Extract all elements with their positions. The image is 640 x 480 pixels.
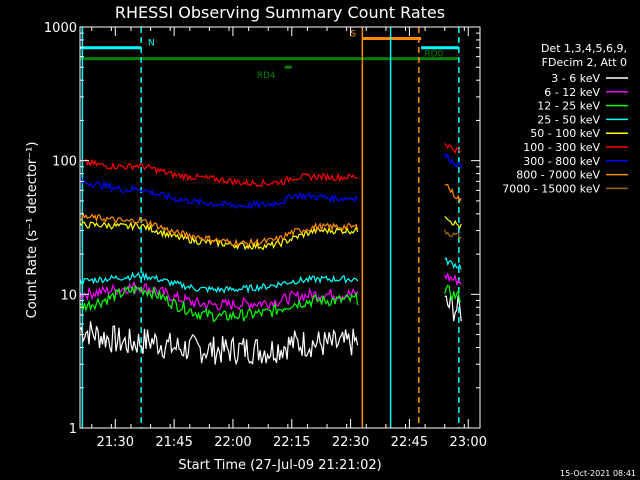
legend-label-6: 300 - 800 keV xyxy=(523,155,600,168)
y-tick-label-0: 1 xyxy=(69,422,77,437)
series-line-3 xyxy=(79,270,359,294)
plot-frame xyxy=(79,26,481,429)
x-tick-label-4: 22:30 xyxy=(332,435,369,450)
legend-label-2: 12 - 25 keV xyxy=(537,100,600,113)
legend-label-3: 25 - 50 keV xyxy=(537,113,600,126)
flag-bars: N S RD0 RD4 xyxy=(80,30,459,81)
legend-header-1: FDecim 2, Att 0 xyxy=(542,56,627,69)
x-tick-label-5: 22:45 xyxy=(391,435,428,450)
y-tick-label-2: 100 xyxy=(52,155,77,170)
x-tick-label-1: 21:45 xyxy=(155,435,192,450)
series-post-line-2 xyxy=(444,284,462,303)
flag-label-1: S xyxy=(350,30,356,40)
x-tick-label-2: 22:00 xyxy=(214,435,251,450)
chart-title: RHESSI Observing Summary Count Rates xyxy=(115,3,445,22)
tick-labels: 1 10 100 1000 21:30 21:45 22:00 22:15 22:30 22:45… xyxy=(44,21,487,450)
y-axis-label: Count Rate (s⁻¹ detector⁻¹) xyxy=(25,142,40,319)
footer-timestamp: 15-Oct-2021 08:41 xyxy=(560,469,636,478)
series-line-6 xyxy=(79,176,359,210)
x-tick-label-0: 21:30 xyxy=(97,435,134,450)
legend-label-0: 3 - 6 keV xyxy=(551,72,600,85)
flag-label-0: N xyxy=(148,39,155,49)
series-line-0 xyxy=(79,321,359,366)
axes xyxy=(79,26,481,429)
series-post-line-3 xyxy=(444,256,462,270)
series-post-line-7 xyxy=(444,183,462,203)
series-post-line-1 xyxy=(444,273,462,286)
legend-label-1: 6 - 12 keV xyxy=(544,86,600,99)
series-lines xyxy=(79,142,462,366)
legend: Det 1,3,4,5,6,9,FDecim 2, Att 0 3 - 6 keV… xyxy=(502,42,628,195)
series-line-5 xyxy=(79,158,358,188)
legend-label-7: 800 - 7000 keV xyxy=(516,169,600,182)
flag-label-4: RD4 xyxy=(257,71,276,81)
x-tick-label-6: 23:00 xyxy=(450,435,487,450)
series-post-line-5 xyxy=(444,142,462,154)
series-line-7 xyxy=(79,212,359,248)
legend-label-5: 100 - 300 keV xyxy=(523,141,600,154)
x-axis-label: Start Time (27-Jul-09 21:21:02) xyxy=(178,458,381,473)
y-tick-label-1: 10 xyxy=(60,288,77,303)
y-tick-label-3: 1000 xyxy=(44,21,77,36)
x-tick-label-3: 22:15 xyxy=(273,435,310,450)
series-post-line-6 xyxy=(444,152,462,169)
series-post-line-8 xyxy=(444,229,462,240)
series-line-1 xyxy=(79,281,359,312)
series-post-line-4 xyxy=(444,216,462,230)
series-line-2 xyxy=(79,284,359,323)
series-line-4 xyxy=(79,220,359,251)
legend-label-8: 7000 - 15000 keV xyxy=(502,182,600,195)
legend-header-0: Det 1,3,4,5,6,9, xyxy=(541,42,627,55)
flag-label-3: RD0 xyxy=(424,50,443,60)
legend-label-4: 50 - 100 keV xyxy=(530,127,600,140)
